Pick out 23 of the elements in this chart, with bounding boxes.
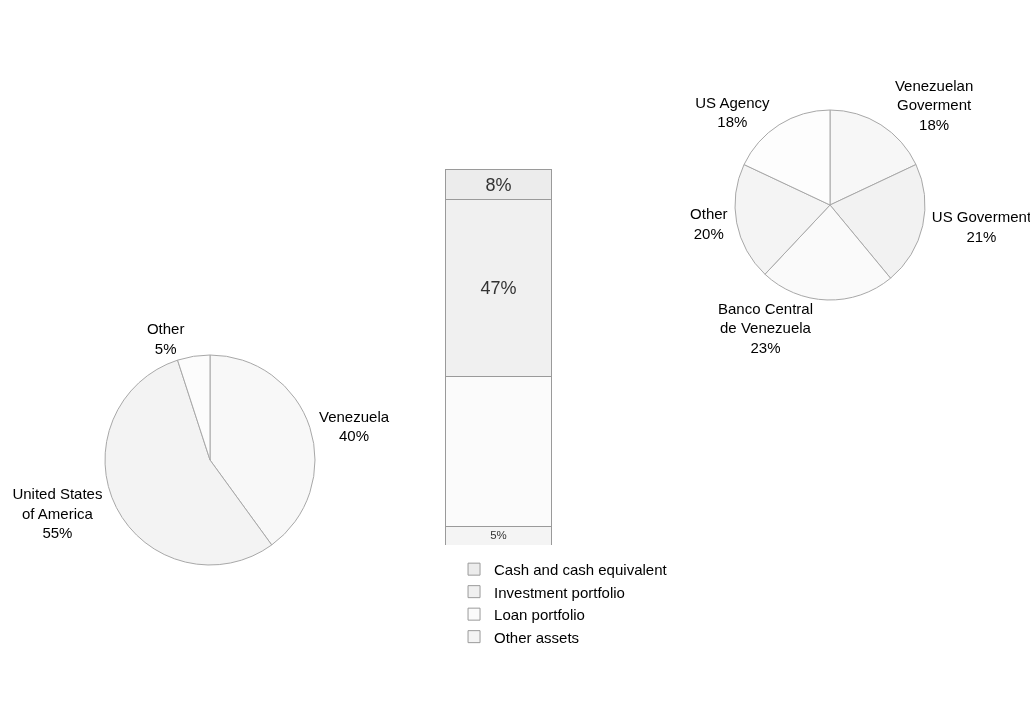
slice-label: US Goverment	[931, 208, 1031, 226]
data-label: 23%	[750, 338, 781, 356]
data-label: 18%	[919, 115, 950, 133]
data-label: 5%	[490, 529, 507, 542]
slice-label: Other	[690, 205, 728, 223]
data-label: 47%	[480, 277, 517, 298]
slice-label: Banco Central de Venezuela	[717, 299, 814, 337]
legend-label: Cash and cash equivalent	[494, 561, 668, 578]
data-label: 40%	[339, 427, 370, 445]
slice-label: US Agency	[695, 93, 770, 111]
data-label: 21%	[966, 227, 997, 245]
slice-label: Other	[146, 320, 185, 338]
slice-label: United States of America	[12, 485, 103, 522]
data-label: 8%	[485, 174, 512, 195]
data-label: 55%	[42, 524, 73, 542]
legend-label: Other assets	[494, 628, 580, 646]
data-label: 18%	[717, 113, 748, 131]
slice-label: Venezuela	[318, 407, 390, 425]
legend-label: Investment portfolio	[494, 583, 625, 601]
legend-label: Loan portfolio	[494, 606, 585, 623]
slice-label: Venezuelan Goverment	[894, 76, 974, 114]
data-label: 5%	[154, 339, 177, 357]
data-label: 20%	[693, 224, 724, 242]
